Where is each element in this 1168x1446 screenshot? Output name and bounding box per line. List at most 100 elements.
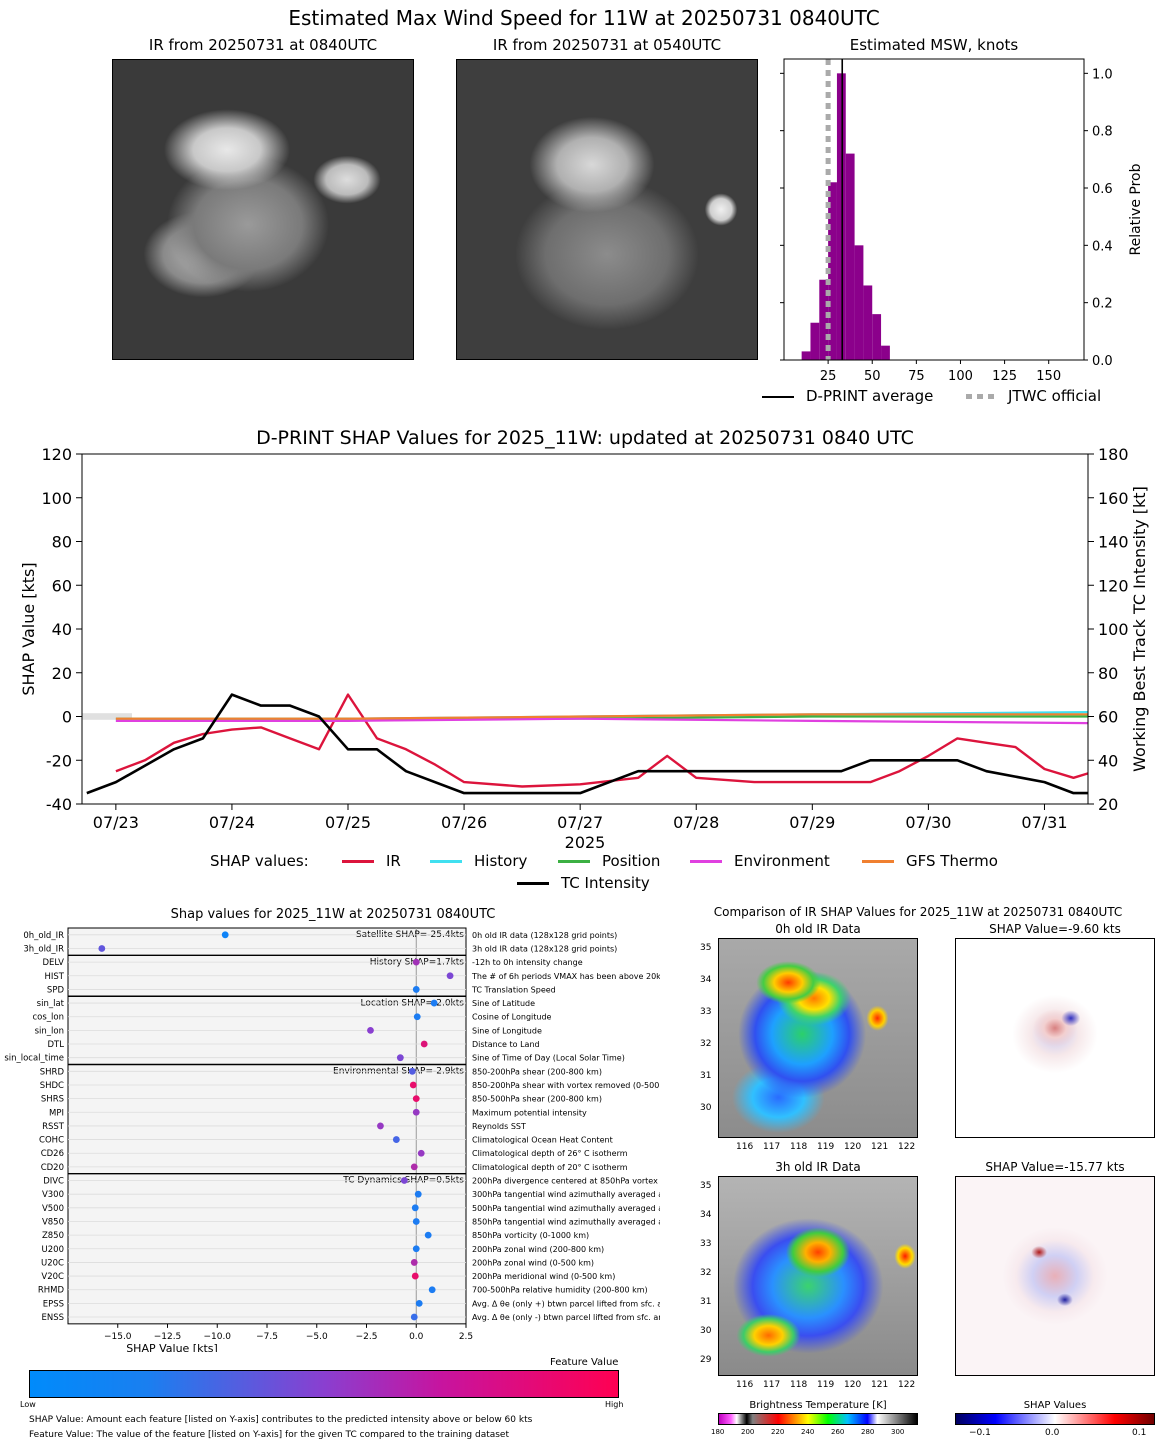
feature-name: U20C <box>41 1258 64 1268</box>
legend-history-swatch <box>430 860 462 863</box>
ir3-ytick: 29 <box>700 1355 712 1365</box>
feature-name: 0h_old_IR <box>23 931 64 941</box>
feature-shap-point <box>410 1313 418 1321</box>
feature-description: 850-200hPa shear (200-800 km) <box>472 1067 602 1076</box>
feature-description: Climatological Ocean Heat Content <box>472 1136 613 1145</box>
feature-description: 200hPa zonal wind (0-500 km) <box>472 1258 594 1267</box>
ir3-xtick: 122 <box>898 1380 916 1390</box>
shap-tick: −0.1 <box>969 1428 991 1438</box>
feature-shap-point <box>367 1026 374 1034</box>
histogram-bar <box>836 73 846 360</box>
feature-description: Climatological depth of 26° C isotherm <box>472 1149 628 1158</box>
timeseries-y2-tick-label: 180 <box>1098 445 1129 464</box>
feature-name: sin_lat <box>37 999 65 1009</box>
timeseries-y-tick-label: 80 <box>52 533 72 552</box>
feature-description: 850hPa tangential wind azimuthally avera… <box>472 1217 660 1226</box>
scatter-x-axis-label: SHAP Value [kts] <box>126 1342 218 1352</box>
feature-shap-point <box>420 1040 428 1048</box>
shap-timeseries-chart: D-PRINT SHAP Values for 2025_11W: update… <box>19 427 1149 850</box>
scatter-x-tick-label: −15.0 <box>104 1332 132 1342</box>
feature-name: DTL <box>48 1040 65 1050</box>
timeseries-title: D-PRINT SHAP Values for 2025_11W: update… <box>256 427 914 449</box>
legend-environment-label: Environment <box>734 852 830 870</box>
feature-shap-point <box>412 1108 420 1116</box>
scatter-x-tick-label: −7.5 <box>256 1332 278 1342</box>
feature-description: Sine of Longitude <box>472 1026 542 1035</box>
feature-name: sin_local_time <box>4 1054 64 1064</box>
bt-ticks: 180 200 220 240 260 280 300 <box>706 1428 936 1440</box>
bt-colorbar-label: Brightness Temperature [K] <box>749 1400 887 1411</box>
timeseries-y2-axis-label: Working Best Track TC Intensity [kt] <box>1130 486 1149 772</box>
histogram-bar <box>881 345 890 360</box>
shap-tick: 0.1 <box>1132 1428 1147 1438</box>
timeseries-x-tick-label: 07/24 <box>209 813 255 832</box>
timeseries-x-axis-label: 2025 <box>565 833 606 850</box>
feature-description: 850-500hPa shear (200-800 km) <box>472 1095 602 1104</box>
feature-shap-point <box>98 945 106 952</box>
ir3-xtick: 120 <box>844 1380 862 1390</box>
timeseries-x-tick-label: 07/30 <box>905 813 951 832</box>
bt-tick: 200 <box>741 1428 755 1436</box>
bt-tick: 300 <box>891 1428 905 1436</box>
feature-name: RSST <box>42 1122 65 1132</box>
feature-description: Maximum potential intensity <box>472 1108 587 1117</box>
ir3-ytick: 33 <box>700 1239 712 1249</box>
shap0-map <box>955 938 1155 1138</box>
ir0-xtick: 119 <box>817 1142 835 1152</box>
series-line-gfs-thermo <box>115 713 1088 720</box>
feature-description: Climatological depth of 20° C isotherm <box>472 1163 628 1172</box>
ir1-title: IR from 20250731 at 0840UTC <box>148 36 378 54</box>
feature-shap-point <box>408 1067 416 1075</box>
feature-name: SHDC <box>40 1081 64 1091</box>
feature-shap-point <box>415 1299 423 1307</box>
histogram-x-tick-label: 125 <box>992 369 1017 384</box>
ir-image-0840 <box>112 59 414 360</box>
timeseries-y-tick-label: 100 <box>41 489 72 508</box>
bt-tick: 240 <box>801 1428 815 1436</box>
histogram-y-tick-label: 0.8 <box>1092 125 1113 140</box>
feature-description: The # of 6h periods VMAX has been above … <box>471 972 660 981</box>
ir0-xtick: 116 <box>736 1142 754 1152</box>
feature-name: V850 <box>42 1217 64 1227</box>
series-line-ir <box>115 693 1089 788</box>
timeseries-y-tick-label: 60 <box>52 576 72 595</box>
histogram-y-tick-label: 0.4 <box>1092 239 1113 254</box>
ir0-xtick: 121 <box>871 1142 889 1152</box>
feature-description: 300hPa tangential wind azimuthally avera… <box>472 1190 660 1199</box>
feature-name: cos_lon <box>32 1013 64 1023</box>
timeseries-y-axis-label: SHAP Value [kts] <box>19 562 38 695</box>
feature-description: 700-500hPa relative humidity (200-800 km… <box>472 1286 648 1295</box>
feature-shap-point <box>411 1204 419 1212</box>
ir3-xtick: 119 <box>817 1380 835 1390</box>
legend-gfs-label: GFS Thermo <box>906 852 998 870</box>
histogram-bar <box>810 322 820 360</box>
timeseries-y2-tick-label: 40 <box>1098 751 1118 770</box>
timeseries-y-tick-label: 20 <box>52 664 72 683</box>
shap-tick: 0.0 <box>1045 1428 1060 1438</box>
shap-colorbar <box>955 1413 1155 1425</box>
colorbar-title: Feature Value <box>550 1357 619 1368</box>
scatter-x-tick-label: −12.5 <box>154 1332 182 1342</box>
bt-tick: 220 <box>771 1428 785 1436</box>
ir3-xtick: 116 <box>736 1380 754 1390</box>
bt-colorbar <box>718 1413 918 1425</box>
legend-gfs-swatch <box>862 860 894 863</box>
legend-average-label: D-PRINT average <box>806 387 934 405</box>
histogram-x-tick-label: 100 <box>948 369 973 384</box>
shap-ticks: −0.1 0.0 0.1 <box>955 1428 1165 1442</box>
feature-name: DIVC <box>43 1177 64 1187</box>
legend-average-swatch <box>762 396 794 398</box>
timeseries-x-tick-label: 07/27 <box>557 813 603 832</box>
feature-shap-point <box>221 931 229 939</box>
shap-scatter-title: Shap values for 2025_11W at 20250731 084… <box>170 907 496 922</box>
scatter-x-tick-label: 0.0 <box>409 1332 424 1342</box>
feature-shap-point <box>413 1013 421 1021</box>
feature-shap-point <box>400 1177 408 1184</box>
feature-name: CD20 <box>41 1163 64 1173</box>
feature-description: Cosine of Longitude <box>472 1013 552 1022</box>
feature-shap-point <box>428 1286 436 1294</box>
ir3-xtick: 121 <box>871 1380 889 1390</box>
timeseries-y-tick-label: 120 <box>41 445 72 464</box>
feature-shap-point <box>377 1122 384 1130</box>
